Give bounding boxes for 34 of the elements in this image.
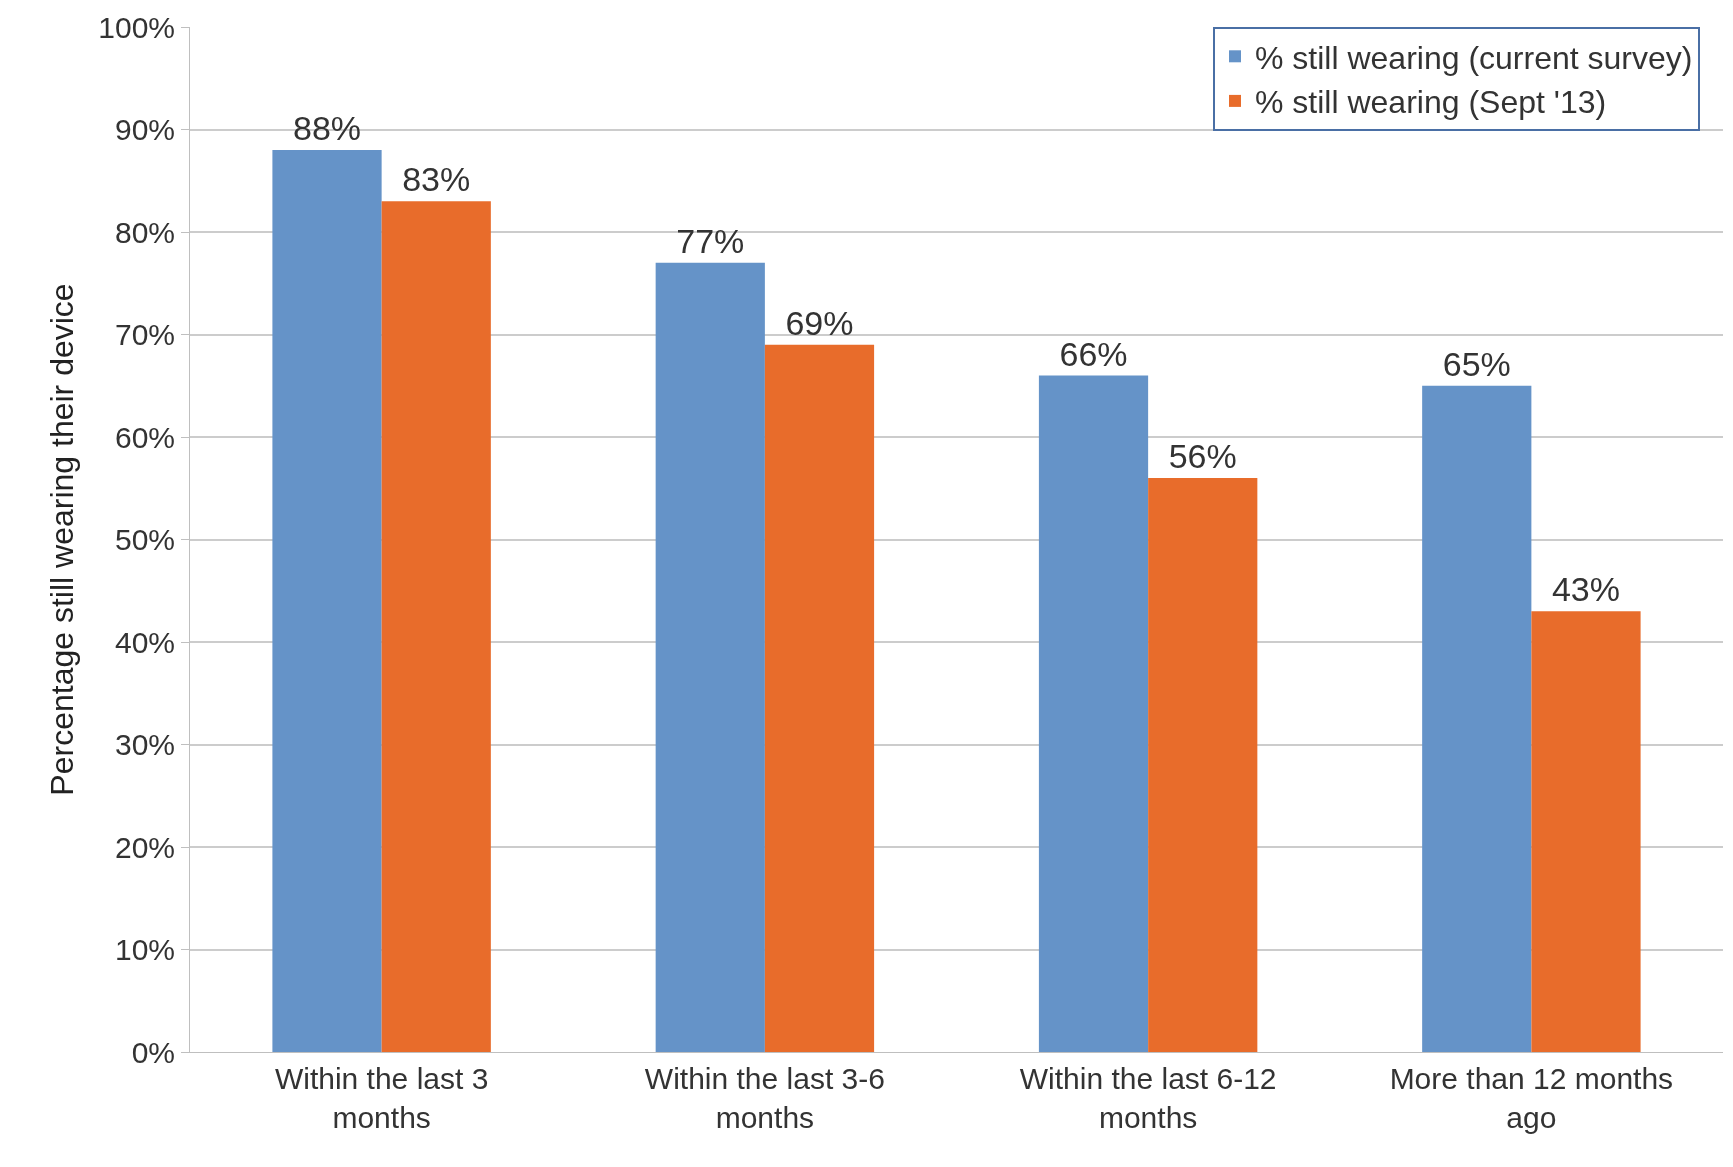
bar: [764, 344, 875, 1052]
x-tick-label: Within the last 3 months: [274, 1062, 489, 1134]
legend-label: % still wearing (current survey): [1255, 39, 1693, 76]
x-tick-label: Within the last 3-6 months: [644, 1062, 885, 1134]
y-tick-label: 100%: [98, 10, 175, 44]
data-label: 77%: [676, 221, 745, 260]
y-tick-label: 60%: [114, 420, 175, 454]
data-label: 43%: [1551, 570, 1621, 609]
y-tick-label: 40%: [114, 625, 175, 659]
data-label: 69%: [785, 303, 854, 342]
x-tick-label: Within the last 6-12 months: [1019, 1062, 1277, 1134]
bar: [1531, 611, 1641, 1052]
bar: [1148, 478, 1258, 1052]
data-label: 83%: [402, 160, 471, 199]
bar: [381, 201, 491, 1052]
legend-label: % still wearing (Sept '13): [1255, 84, 1607, 121]
y-tick-label: 50%: [114, 523, 175, 556]
y-tick-label: 70%: [114, 318, 175, 351]
bar: [272, 150, 382, 1052]
data-label: 56%: [1168, 437, 1237, 475]
y-tick-label: 80%: [114, 215, 175, 249]
y-tick-label: 30%: [114, 728, 175, 761]
y-tick-label: 20%: [114, 830, 175, 864]
bar: [655, 262, 765, 1052]
data-label: 66%: [1059, 334, 1128, 373]
y-tick-label: 10%: [114, 933, 175, 966]
y-tick-label: 0%: [131, 1035, 175, 1069]
y-axis-title: Percentage still wearing their device: [43, 283, 80, 796]
bar: [1422, 385, 1532, 1052]
x-tick-label: More than 12 months ago: [1389, 1062, 1674, 1134]
data-label: 88%: [292, 109, 362, 147]
data-label: 65%: [1442, 344, 1511, 383]
bar: [1038, 375, 1149, 1052]
y-tick-label: 90%: [114, 113, 175, 146]
